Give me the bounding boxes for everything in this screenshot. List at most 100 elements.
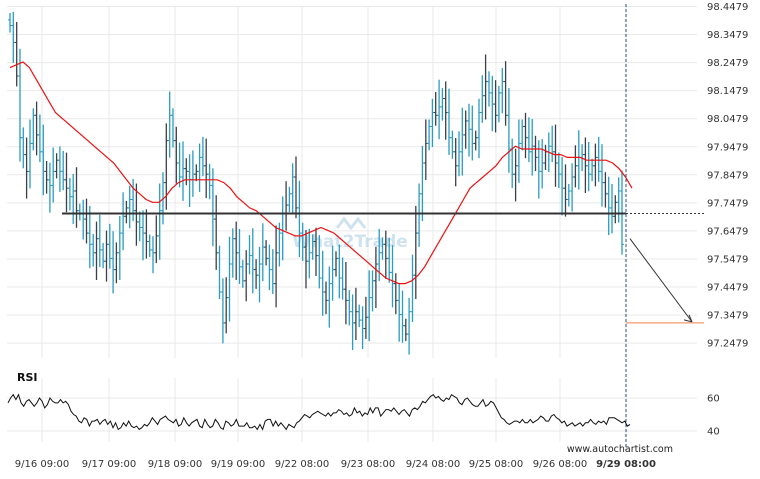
ohlc-bar <box>526 117 531 163</box>
ohlc-bar <box>294 156 298 219</box>
ohlc-bar <box>187 154 192 207</box>
ohlc-bar <box>423 119 428 181</box>
ohlc-bar <box>397 283 402 342</box>
ohlc-bar <box>250 228 255 294</box>
ohlc-bar <box>487 71 491 107</box>
ohlc-bar <box>290 163 295 215</box>
ohlc-bar <box>94 221 99 280</box>
ohlc-bar <box>373 246 378 308</box>
ohlc-bar <box>137 211 142 242</box>
ohlc-bar <box>124 200 129 224</box>
x-tick-label: 9/26 08:00 <box>533 459 587 470</box>
ohlc-bar <box>433 92 438 126</box>
ohlc-bar <box>447 88 451 155</box>
ohlc-bar <box>167 91 172 158</box>
ohlc-bar <box>450 130 455 159</box>
y-tick-label: 97.7479 <box>707 198 748 209</box>
ohlc-bar <box>613 195 618 224</box>
ohlc-bar <box>227 236 232 322</box>
ohlc-bar <box>194 164 199 182</box>
x-tick-label: 9/24 08:00 <box>406 459 460 470</box>
rsi-line <box>7 393 631 431</box>
ohlc-bar <box>181 141 185 201</box>
ohlc-bar <box>616 177 621 223</box>
ohlc-bar <box>91 234 96 267</box>
ohlc-bar <box>463 110 468 149</box>
ohlc-bar <box>28 119 32 189</box>
ohlc-bar <box>74 167 79 228</box>
ohlc-bar <box>470 105 475 161</box>
moving-average-line <box>9 61 633 285</box>
ohlc-bar <box>570 163 575 212</box>
rsi-title: RSI <box>17 371 38 384</box>
x-tick-label: 9/16 09:00 <box>15 459 69 470</box>
ohlc-bar <box>550 125 555 163</box>
ohlc-bar <box>57 146 62 192</box>
ohlc-bar <box>403 318 408 342</box>
ohlc-bar <box>44 161 49 194</box>
ohlc-bar <box>523 112 528 159</box>
ohlc-bar <box>606 176 611 236</box>
ohlc-bar <box>147 234 152 257</box>
ohlc-bar <box>340 257 345 300</box>
ohlc-bar <box>254 259 259 289</box>
ohlc-bar <box>37 114 42 163</box>
ohlc-bar <box>141 210 145 261</box>
ohlc-bar <box>197 143 202 192</box>
ohlc-bar <box>144 209 149 259</box>
ohlc-bar <box>8 12 12 33</box>
y-tick-label: 97.2479 <box>707 339 748 350</box>
ohlc-bar <box>324 281 328 315</box>
y-tick-label: 97.4479 <box>707 283 748 294</box>
y-tick-label: 98.3479 <box>707 30 748 41</box>
rsi-y-tick-label: 40 <box>707 427 720 438</box>
ohlc-bar <box>603 172 608 208</box>
y-tick-label: 97.9479 <box>707 142 748 153</box>
ohlc-bar <box>18 48 22 162</box>
ohlc-bar <box>347 290 352 326</box>
ohlc-bar <box>413 205 418 299</box>
ohlc-bar <box>480 75 485 123</box>
ohlc-bar <box>71 173 76 224</box>
ohlc-bar <box>393 273 398 315</box>
x-tick-label: 9/25 08:00 <box>469 459 523 470</box>
ohlc-bar <box>510 138 515 188</box>
ohlc-bar <box>543 144 548 170</box>
ohlc-bar <box>483 54 488 120</box>
ohlc-bar <box>224 277 229 334</box>
ohlc-bar <box>560 157 565 216</box>
ohlc-bar <box>443 81 448 140</box>
ohlc-bar <box>363 296 368 339</box>
ohlc-bar <box>117 216 122 280</box>
ohlc-bar <box>114 242 119 284</box>
y-tick-label: 98.4479 <box>707 2 748 13</box>
ohlc-bar <box>31 108 36 151</box>
ohlc-bar <box>370 270 375 312</box>
y-tick-label: 97.5479 <box>707 254 748 265</box>
ohlc-bar <box>334 251 338 277</box>
ohlc-bar <box>337 244 342 299</box>
ohlc-bar <box>477 98 481 159</box>
x-tick-label: 9/22 08:00 <box>275 459 329 470</box>
ohlc-bar <box>171 108 175 148</box>
ohlc-bar <box>516 119 521 183</box>
ohlc-bar <box>111 231 116 294</box>
ohlc-bar <box>586 142 591 192</box>
ohlc-bar <box>84 198 89 244</box>
ohlc-bar <box>11 11 16 63</box>
ohlc-bar <box>274 225 279 308</box>
ohlc-bar <box>34 101 39 156</box>
ohlc-bar <box>267 244 272 291</box>
ohlc-bar <box>437 79 442 140</box>
ohlc-bar <box>127 185 132 229</box>
ohlc-bar <box>467 103 471 157</box>
ohlc-bar <box>67 177 72 211</box>
ohlc-bar <box>350 294 355 351</box>
ohlc-bar <box>427 119 432 151</box>
footer-text: www.autochartist.com <box>567 444 673 455</box>
ohlc-bar <box>417 183 422 247</box>
ohlc-bar <box>320 250 325 316</box>
ohlc-bar <box>573 145 578 188</box>
ohlc-bar <box>151 236 155 274</box>
ohlc-bar <box>563 164 568 217</box>
